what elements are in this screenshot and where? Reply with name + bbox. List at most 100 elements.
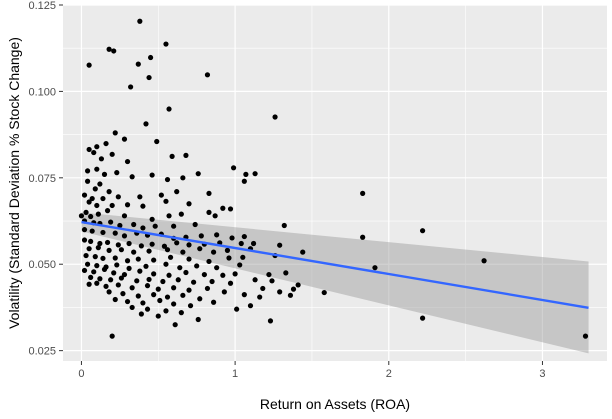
data-point — [108, 219, 114, 225]
data-point — [197, 296, 203, 302]
data-point — [224, 247, 231, 253]
data-point — [157, 297, 163, 304]
data-point — [174, 189, 180, 195]
data-point — [146, 74, 152, 81]
data-point — [103, 283, 109, 289]
data-point — [206, 190, 212, 196]
data-point — [101, 266, 108, 273]
data-point — [191, 279, 197, 285]
data-point — [161, 243, 168, 249]
data-point — [103, 140, 109, 147]
data-point — [83, 252, 89, 259]
y-tick-label: 0.125 — [28, 0, 56, 12]
data-point — [582, 333, 589, 339]
data-point — [171, 301, 177, 307]
data-point — [194, 263, 200, 269]
data-point — [171, 285, 177, 291]
data-point — [91, 269, 97, 275]
data-point — [195, 316, 201, 323]
data-point — [86, 281, 92, 287]
data-point — [126, 265, 132, 271]
data-point — [209, 278, 215, 285]
data-point — [164, 247, 171, 253]
data-point — [300, 249, 306, 255]
data-point — [241, 233, 247, 240]
data-point — [175, 277, 181, 283]
data-point — [243, 171, 249, 177]
data-point — [134, 278, 140, 284]
data-point — [115, 282, 121, 288]
data-point — [100, 255, 106, 261]
data-point — [197, 246, 203, 252]
data-point — [154, 138, 160, 145]
data-point — [166, 272, 172, 278]
data-point — [227, 280, 234, 286]
data-point — [111, 48, 117, 54]
data-point — [198, 233, 204, 239]
data-point — [226, 255, 232, 261]
data-point — [266, 271, 272, 278]
data-point — [360, 234, 366, 240]
data-point — [204, 72, 211, 78]
x-tick-label: 1 — [232, 368, 238, 380]
confidence-band — [81, 212, 589, 354]
data-point — [124, 202, 131, 208]
data-point — [106, 189, 112, 195]
data-point — [97, 240, 103, 247]
trend-line-layer — [81, 220, 589, 309]
data-point — [287, 292, 294, 298]
data-point — [111, 270, 117, 276]
data-point — [158, 192, 164, 198]
x-axis-ticks: 0 1 2 3 — [78, 361, 546, 380]
data-point — [247, 303, 254, 309]
data-point — [201, 271, 207, 278]
data-point — [94, 280, 100, 286]
data-point — [252, 171, 258, 177]
data-point — [92, 186, 98, 192]
data-point — [250, 240, 257, 247]
data-point — [419, 315, 426, 321]
plot-panel — [63, 5, 607, 361]
data-point — [163, 198, 169, 204]
data-point — [360, 190, 366, 196]
data-point — [260, 285, 266, 292]
data-point — [81, 192, 88, 198]
data-point — [118, 247, 124, 253]
data-point — [283, 270, 289, 276]
data-point — [172, 322, 178, 328]
data-point — [160, 278, 166, 285]
data-point — [174, 240, 180, 246]
data-point — [104, 239, 111, 246]
data-point — [169, 153, 175, 159]
x-axis-title: Return on Assets (ROA) — [260, 396, 410, 412]
data-point — [183, 269, 189, 276]
data-point — [94, 263, 100, 269]
data-point — [109, 151, 115, 157]
data-point — [155, 313, 161, 319]
data-point — [131, 249, 137, 255]
data-point — [86, 199, 92, 205]
data-point — [155, 286, 161, 292]
data-point — [135, 256, 141, 262]
data-point — [91, 149, 97, 156]
data-point — [146, 276, 152, 283]
data-point — [257, 294, 263, 300]
data-point — [117, 222, 123, 229]
data-point — [84, 261, 91, 267]
data-point — [126, 240, 132, 247]
data-point — [177, 265, 183, 271]
data-point — [100, 229, 106, 236]
y-axis-ticks: 0.025 0.050 0.075 0.100 0.125 — [28, 0, 63, 358]
data-point — [86, 62, 92, 68]
data-point — [164, 294, 171, 300]
data-point — [241, 178, 247, 184]
data-point — [114, 262, 120, 268]
data-point — [229, 235, 235, 241]
data-point — [146, 248, 152, 254]
data-point — [295, 282, 301, 288]
data-point — [128, 84, 134, 90]
data-point — [166, 213, 172, 219]
data-point — [163, 308, 169, 314]
data-point — [178, 310, 184, 316]
data-point — [481, 258, 487, 264]
